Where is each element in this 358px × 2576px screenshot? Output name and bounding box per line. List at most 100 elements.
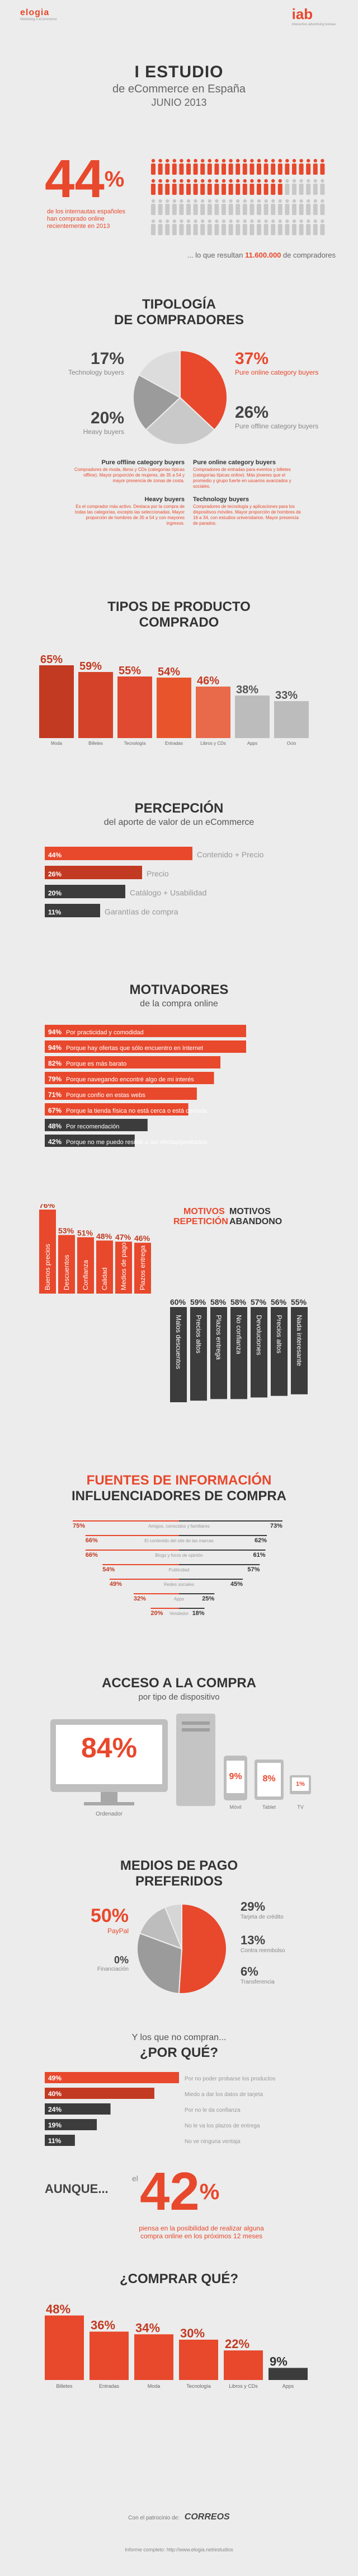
legend-repeticion-line1: MOTIVOS <box>183 1207 225 1216</box>
person-icon <box>151 179 156 195</box>
aunque-percent-sign: % <box>199 2180 220 2204</box>
intro-percent-value: 44 <box>45 149 105 209</box>
person-icon <box>151 219 156 235</box>
porque-category-4: No ve ninguna ventaja <box>185 2139 241 2145</box>
motivadores-bar-1 <box>45 1040 246 1053</box>
porque-bar-0 <box>45 2072 179 2083</box>
person-icon <box>306 199 311 215</box>
phone-screen <box>227 1761 244 1793</box>
abandono-bar-label-4: 57% <box>251 1298 267 1306</box>
comprar-bar-label-4: 22% <box>225 2337 249 2351</box>
footer-link[interactable]: Informe completo: http://www.elogia.net/… <box>125 2547 233 2552</box>
tipos-bar-label-5: 38% <box>236 684 258 696</box>
legend-abandono-line1: MOTIVOS <box>229 1207 271 1216</box>
fuentes-category-2: Blogs y foros de opinión <box>155 1553 202 1558</box>
aunque-el: el <box>132 2174 138 2183</box>
person-icon <box>214 158 219 175</box>
aunque-percent-value: 42 <box>140 2162 200 2222</box>
tipos-bar-4 <box>196 687 230 738</box>
footer-sponsor: Con el patrocinio de: CORREOS <box>0 2512 358 2522</box>
person-icon <box>235 158 241 175</box>
person-icon <box>186 158 191 175</box>
iab-logo[interactable]: iab interactive advertising bureau <box>292 6 336 26</box>
person-icon <box>285 199 290 215</box>
abandono-bar-label-0: 60% <box>170 1298 186 1306</box>
repeticion-category-0: Buenos precios <box>44 1244 51 1290</box>
pago-title-line1: MEDIOS DE PAGO <box>120 1858 238 1873</box>
intro-percent-sign: % <box>104 167 125 192</box>
percepcion-bar-label-0: 44% <box>48 851 62 859</box>
tipologia-legend-online: 37% Pure online category buyers <box>235 349 319 376</box>
person-icon <box>186 219 191 235</box>
person-icon <box>222 158 226 175</box>
comprar-category-5: Apps <box>282 2383 294 2389</box>
person-icon <box>151 158 156 175</box>
header: elogia Marketing 4 eCommerce iab interac… <box>0 0 358 26</box>
porque-category-0: Por no poder probarse los productos <box>185 2076 275 2082</box>
desc-text: Compradores de tecnología y aplicaciones… <box>193 504 301 526</box>
person-icon <box>242 219 247 235</box>
motivadores-bar-label-6: 48% <box>48 1122 62 1130</box>
person-icon <box>207 158 212 175</box>
person-icon <box>320 179 325 195</box>
person-icon <box>228 199 233 215</box>
desc-title: Heavy buyers <box>144 496 185 503</box>
comprar-bar-label-3: 30% <box>180 2326 205 2340</box>
fuentes-left-label-5: 32% <box>134 1595 146 1602</box>
desc-text: Compradores de entradas para eventos y b… <box>193 467 291 489</box>
abandono-bar-label-2: 58% <box>210 1298 227 1306</box>
acceso-label-tablet: Tablet <box>262 1804 276 1810</box>
repeticion-bar-label-5: 46% <box>134 1234 150 1243</box>
person-icon <box>228 219 233 235</box>
elogia-logo[interactable]: elogia Marketing 4 eCommerce <box>20 8 57 21</box>
monitor-screen <box>56 1725 162 1784</box>
acceso-title: ACCESO A LA COMPRA <box>102 1676 256 1691</box>
abandono-bar-0 <box>170 1307 187 1402</box>
person-icon <box>172 219 177 235</box>
porque-title: ¿POR QUÉ? <box>139 2045 218 2060</box>
comprar-bar-label-1: 36% <box>91 2318 115 2332</box>
fuentes-title-line1: FUENTES DE INFORMACIÓN <box>86 1473 272 1488</box>
person-icon <box>285 219 290 235</box>
tipos-bar-2 <box>117 676 152 738</box>
fuentes-category-0: Amigos, conocidos y familiares <box>148 1524 210 1529</box>
tipologia-slice-0 <box>180 349 228 431</box>
tipos-bar-label-0: 65% <box>40 654 63 666</box>
tipos-category-4: Libros y CDs <box>200 741 226 746</box>
person-icon <box>313 179 318 195</box>
tipos-title-line1: TIPOS DE PRODUCTO <box>107 599 251 614</box>
person-icon <box>207 179 212 195</box>
percepcion-category-1: Precio <box>147 869 169 878</box>
monitor-base <box>84 1802 134 1805</box>
person-icon <box>257 179 261 195</box>
person-icon <box>263 199 268 215</box>
person-icon <box>179 219 184 235</box>
desc-title: Pure online category buyers <box>193 459 276 466</box>
sponsor-logo[interactable]: CORREOS <box>184 2512 230 2522</box>
person-icon <box>257 158 261 175</box>
tipos-bar-0 <box>39 665 74 738</box>
person-icon <box>165 179 170 195</box>
intro-percent: 44% <box>45 152 124 206</box>
fuentes-category-4: Redes sociales <box>164 1582 194 1587</box>
comprar-bar-4 <box>224 2350 263 2380</box>
pago-slice-0 <box>178 1903 227 1994</box>
pago-label: Tarjeta de crédito <box>241 1914 284 1920</box>
fuentes-right-label-5: 25% <box>202 1595 214 1602</box>
person-icon <box>222 199 226 215</box>
fuentes-left-label-6: 20% <box>150 1610 163 1617</box>
person-icon <box>277 199 282 215</box>
legend-label: Pure offline category buyers <box>235 422 319 430</box>
motivadores-bar-label-2: 82% <box>48 1060 62 1067</box>
person-icon <box>299 199 304 215</box>
legend-label: Technology buyers <box>68 368 124 376</box>
abandono-bar-label-6: 55% <box>291 1298 307 1306</box>
tower-case <box>176 1714 215 1806</box>
abandono-category-4: Devoluciones <box>255 1315 263 1355</box>
comprar-bar-2 <box>134 2334 173 2380</box>
person-icon <box>158 179 163 195</box>
porque-bar-4 <box>45 2135 75 2146</box>
percepcion-title: PERCEPCIÓN <box>134 801 224 816</box>
person-icon <box>299 219 304 235</box>
motivadores-bar-label-5: 67% <box>48 1107 62 1114</box>
